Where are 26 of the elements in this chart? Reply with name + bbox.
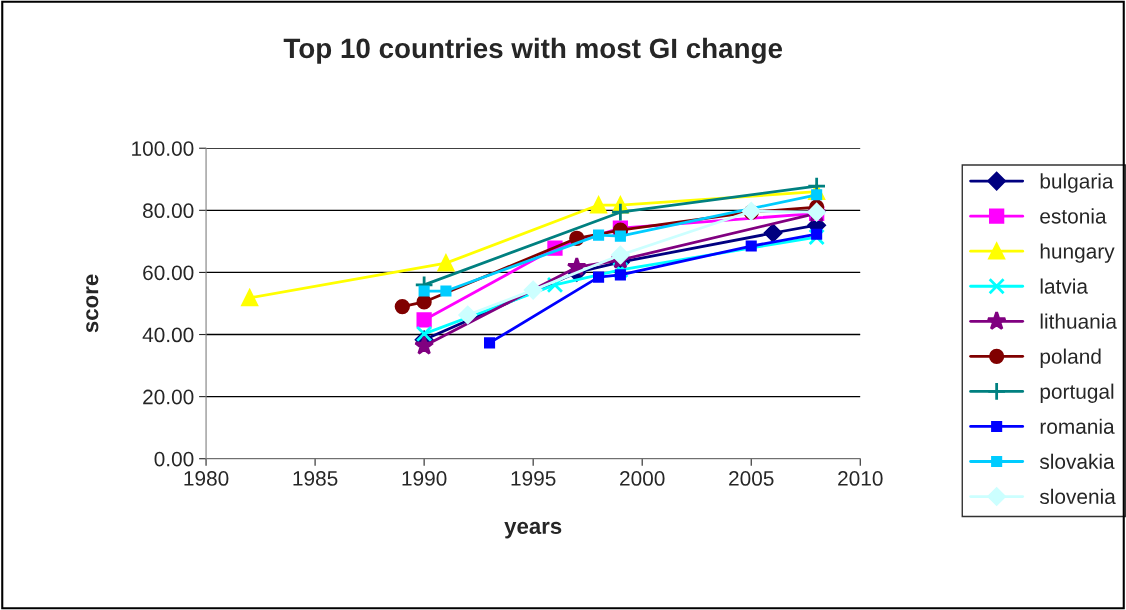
legend-label: bulgaria [1040,173,1114,193]
legend-label: latvia [1040,278,1088,294]
legend-label: romania [1040,418,1115,434]
x-tick-label: 2010 [838,471,883,486]
x-tick-label: 1990 [402,471,447,486]
legend-label: slovenia [1039,488,1116,505]
x-tick-label: 2005 [729,471,774,486]
y-tick-label: 0.00 [154,451,194,467]
y-tick-label: 60.00 [143,265,194,281]
y-tick-label: 40.00 [142,327,194,343]
x-tick-label: 1995 [511,471,556,486]
legend-label: lithuania [1040,313,1117,329]
y-tick-label: 100.00 [132,141,194,156]
legend-label: portugal [1040,383,1114,404]
chart-title: Top 10 countries with most GI change [283,37,783,64]
y-axis-title: score [86,274,99,333]
x-tick-label: 1980 [184,471,229,486]
x-tick-label: 1985 [293,471,338,486]
y-tick-label: 80.00 [143,203,194,219]
legend-label: hungary [1040,243,1115,263]
legend-label: estonia [1040,208,1107,224]
legend-label: slovakia [1039,453,1115,469]
y-tick-label: 20.00 [143,389,194,405]
legend-label: poland [1040,348,1101,368]
x-tick-label: 2000 [620,471,665,486]
x-axis-title: years [504,521,562,539]
